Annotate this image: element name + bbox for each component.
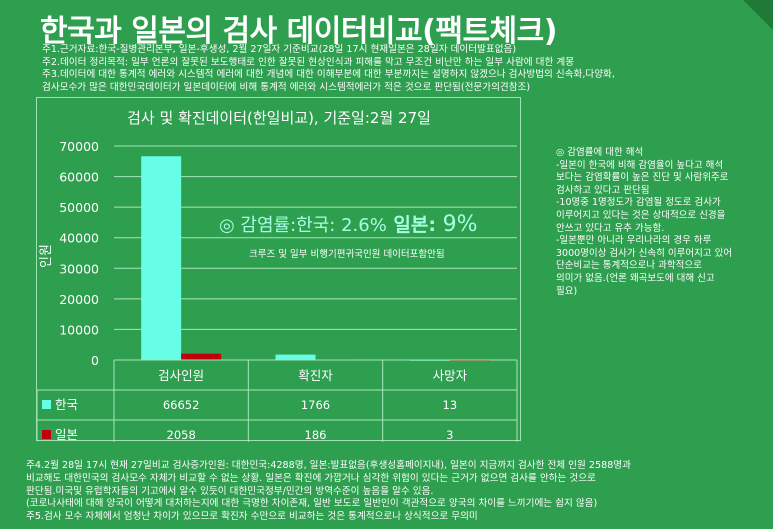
bottom-note-line: 비교해도 대한민국의 검사모수 자체가 비교할 수 없는 상황. 일본은 확진에… [26, 472, 596, 484]
data-label: 2058 [167, 428, 196, 442]
infection-rate-annotation: ◎ 감염률:한국: 2.6% 일본: 9% [219, 212, 478, 237]
y-tick-label: 20000 [59, 292, 99, 307]
bar-chart: 검사 및 확진데이터(한일비교), 기준일:2월 27일 0 10000 20000 3… [37, 109, 518, 442]
side-note-line: 이루어지고 있다는 것은 상대적으로 신경을 [556, 209, 726, 221]
bottom-note-line: (코로나사태에 대해 양국이 어떻게 대처하는지에 대한 극명한 차이존재, 일… [26, 498, 598, 510]
y-tick-label: 70000 [59, 139, 99, 154]
side-note-line: 안쓰고 있다고 유추 가능함. [556, 222, 665, 234]
legend-label: 일본 [55, 427, 78, 442]
side-note-line: 검사하고 있다고 판단됨 [556, 184, 650, 196]
bar-japan [181, 353, 222, 360]
data-label: 13 [443, 398, 458, 412]
top-note-line: 주3.데이터에 대한 통계적 에러와 시스템적 에러에 대한 개념에 대한 이해… [42, 69, 615, 80]
x-category-label: 사망자 [433, 368, 468, 383]
y-tick-label: 40000 [59, 231, 99, 246]
x-category-label: 검사인원 [158, 368, 204, 383]
corner-mark [743, 0, 773, 30]
top-notes: 주1.근거자료:한국-질병관리본부, 일본-후생성, 2월 27일자 기준비교(… [42, 44, 615, 94]
x-category-label: 확진자 [298, 368, 333, 383]
bar-korea [141, 156, 182, 360]
y-tick-label: 0 [91, 353, 99, 368]
top-note-line: 주2.데이터 정리목적: 일부 언론의 잘못된 보도행태로 인한 잘못된 현상인… [42, 56, 575, 68]
legend-swatch-korea [42, 400, 51, 409]
annotation-part: 일본: [387, 214, 443, 236]
y-axis-label: 인원 [39, 244, 54, 268]
side-note-line: ◎ 감염률에 대한 해석 [556, 147, 644, 158]
y-tick-label: 50000 [59, 200, 99, 215]
data-label: 66652 [163, 398, 200, 412]
bottom-notes: 주4.2월 28일 17시 현재 27일비교 검사증가인원: 대한민국:4288… [26, 460, 631, 524]
chart-box: 검사 및 확진데이터(한일비교), 기준일:2월 27일 0 10000 20000 3… [36, 97, 521, 442]
side-note-line: 보다는 감염확률이 높은 진단 및 사람위주로 [556, 172, 729, 184]
bar-korea [275, 354, 316, 360]
side-note-line: -일본뿐만 아니라 우리나라의 경우 하루 [556, 235, 712, 247]
side-note-line: -10명중 1명정도가 감염될 정도로 검사가 [556, 197, 721, 209]
y-tick-label: 30000 [59, 261, 99, 276]
annotation-part: 2.6% [341, 215, 387, 236]
side-note-line: 필요) [556, 285, 578, 297]
side-note-line: -일본이 한국에 비해 감염율이 높다고 해석 [556, 159, 724, 171]
side-note-line: 의미가 없음.(언론 왜곡보도에 대해 신고 [556, 272, 715, 284]
side-note-line: 3000명이상 검사가 신속히 이루어지고 있어 [556, 247, 733, 259]
legend-swatch-japan [42, 430, 51, 439]
legend-label: 한국 [55, 397, 78, 412]
data-label: 186 [305, 428, 327, 442]
annotation-part: 9% [443, 212, 478, 237]
side-notes: ◎ 감염률에 대한 해석 -일본이 한국에 비해 감염율이 높다고 해석 보다는 감… [556, 147, 761, 298]
page-title: 한국과 일본의 검사 데이터비교(팩트체크) [40, 14, 557, 49]
chart-subnote: 크루즈 및 일부 비행기편귀국인원 데이터포함안됨 [249, 248, 445, 260]
chart-title: 검사 및 확진데이터(한일비교), 기준일:2월 27일 [127, 109, 431, 127]
y-tick-label: 10000 [59, 322, 99, 337]
bottom-note-line: 판단됨.미국및 유럽학자들의 기고에서 알수 있듯이 대한민국정부/민간의 방역… [26, 485, 434, 497]
bottom-note-line: 주4.2월 28일 17시 현재 27일비교 검사증가인원: 대한민국:4288… [26, 460, 631, 471]
top-note-line: 주1.근거자료:한국-질병관리본부, 일본-후생성, 2월 27일자 기준비교(… [42, 44, 517, 55]
side-note-line: 단순비교는 통계적으로나 과학적으로 [556, 260, 702, 272]
y-tick-label: 60000 [59, 170, 99, 185]
data-label: 3 [446, 428, 453, 442]
annotation-part: ◎ 감염률:한국: [219, 215, 341, 236]
bottom-note-line: 주5.검사 모수 자체에서 엄청난 차이가 있으므로 확진자 수만으로 비교하는… [26, 511, 478, 523]
top-note-line: 검사모수가 많은 대한민국데이터가 일본데이터에 비해 통계적 에러와 시스템적… [42, 81, 531, 93]
data-label: 1766 [301, 398, 330, 412]
